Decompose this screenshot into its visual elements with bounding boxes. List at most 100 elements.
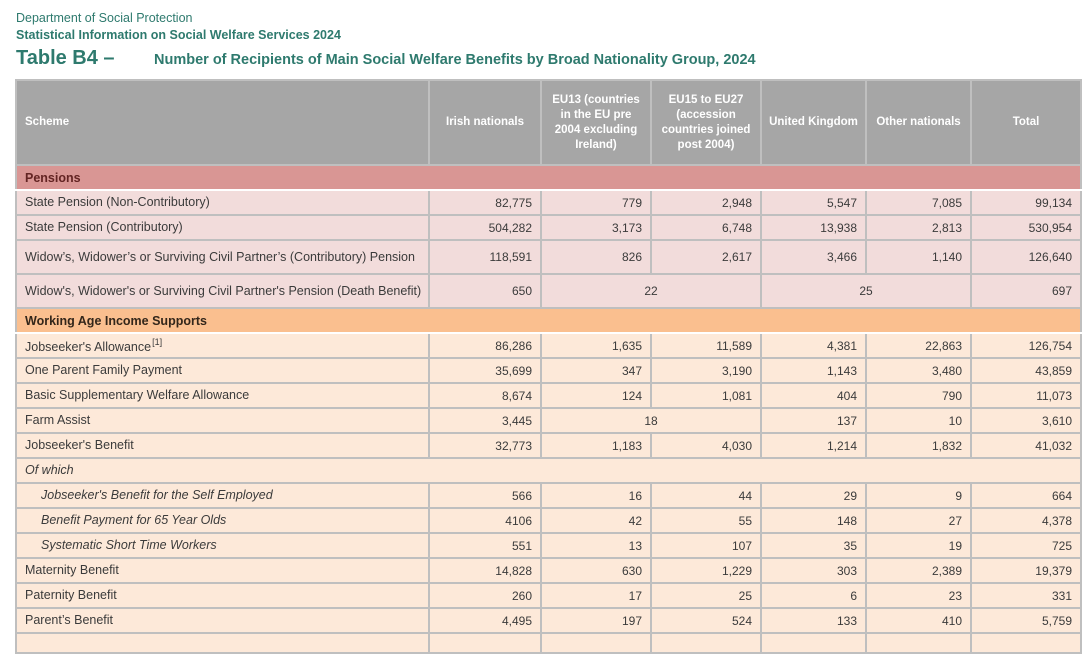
value-cell: 10 xyxy=(865,407,972,435)
value-cell: 126,640 xyxy=(970,239,1082,275)
value-cell: 664 xyxy=(970,482,1082,510)
scheme-cell: Maternity Benefit xyxy=(15,557,430,585)
value-cell: 650 xyxy=(428,273,542,309)
benefits-table: Scheme Irish nationals EU13 (countries i… xyxy=(15,79,1082,654)
table-row: Jobseeker's Benefit 32,773 1,183 4,030 1… xyxy=(15,432,1082,460)
column-header-scheme: Scheme xyxy=(15,79,430,166)
value-cell: 133 xyxy=(760,607,867,635)
value-cell: 137 xyxy=(760,407,867,435)
merged-value-cell: 18 xyxy=(540,407,762,435)
value-cell: 8,674 xyxy=(428,382,542,410)
column-header-total: Total xyxy=(970,79,1082,166)
table-row: Basic Supplementary Welfare Allowance 8,… xyxy=(15,382,1082,410)
value-cell: 3,445 xyxy=(428,407,542,435)
value-cell: 11,589 xyxy=(650,331,762,360)
value-cell: 17 xyxy=(540,582,652,610)
value-cell: 410 xyxy=(865,607,972,635)
scheme-cell: Systematic Short Time Workers xyxy=(15,532,430,560)
table-row: Benefit Payment for 65 Year Olds 4106 42… xyxy=(15,507,1082,535)
value-cell: 4,378 xyxy=(970,507,1082,535)
value-cell: 14,828 xyxy=(428,557,542,585)
value-cell: 630 xyxy=(540,557,652,585)
value-cell: 347 xyxy=(540,357,652,385)
scheme-cell: Jobseeker's Benefit xyxy=(15,432,430,460)
column-header-other-nationals: Other nationals xyxy=(865,79,972,166)
value-cell: 86,286 xyxy=(428,331,542,360)
value-cell: 16 xyxy=(540,482,652,510)
value-cell: 32,773 xyxy=(428,432,542,460)
section-row-pensions: Pensions xyxy=(15,164,1082,191)
table-row: Parent’s Benefit 4,495 197 524 133 410 5… xyxy=(15,607,1082,635)
value-cell xyxy=(650,632,762,654)
value-cell: 11,073 xyxy=(970,382,1082,410)
scheme-cell: State Pension (Contributory) xyxy=(15,214,430,241)
value-cell: 1,832 xyxy=(865,432,972,460)
value-cell: 524 xyxy=(650,607,762,635)
value-cell: 2,617 xyxy=(650,239,762,275)
value-cell: 99,134 xyxy=(970,189,1082,216)
value-cell: 6,748 xyxy=(650,214,762,241)
value-cell: 3,173 xyxy=(540,214,652,241)
value-cell: 43,859 xyxy=(970,357,1082,385)
table-row: Maternity Benefit 14,828 630 1,229 303 2… xyxy=(15,557,1082,585)
value-cell xyxy=(428,632,542,654)
value-cell: 504,282 xyxy=(428,214,542,241)
value-cell: 148 xyxy=(760,507,867,535)
value-cell: 3,610 xyxy=(970,407,1082,435)
value-cell: 530,954 xyxy=(970,214,1082,241)
scheme-cell: Farm Assist xyxy=(15,407,430,435)
value-cell: 107 xyxy=(650,532,762,560)
table-number-label: Table B4 – xyxy=(16,47,115,69)
value-cell: 4,495 xyxy=(428,607,542,635)
scheme-cell: Widow’s, Widower’s or Surviving Civil Pa… xyxy=(15,239,430,275)
value-cell: 3,190 xyxy=(650,357,762,385)
column-header-irish-nationals: Irish nationals xyxy=(428,79,542,166)
value-cell: 1,081 xyxy=(650,382,762,410)
value-cell: 2,813 xyxy=(865,214,972,241)
value-cell xyxy=(865,632,972,654)
value-cell: 44 xyxy=(650,482,762,510)
table-row: Widow’s, Widower’s or Surviving Civil Pa… xyxy=(15,239,1082,275)
value-cell: 25 xyxy=(650,582,762,610)
value-cell: 27 xyxy=(865,507,972,535)
value-cell: 826 xyxy=(540,239,652,275)
value-cell xyxy=(970,632,1082,654)
clipped-next-row xyxy=(15,632,1082,654)
scheme-cell: State Pension (Non-Contributory) xyxy=(15,189,430,216)
value-cell: 697 xyxy=(970,273,1082,309)
value-cell: 126,754 xyxy=(970,331,1082,360)
value-cell: 42 xyxy=(540,507,652,535)
value-cell: 303 xyxy=(760,557,867,585)
header-row: Scheme Irish nationals EU13 (countries i… xyxy=(15,79,1082,166)
of-which-label: Of which xyxy=(15,457,1082,485)
table-row: Farm Assist 3,445 18 137 10 3,610 xyxy=(15,407,1082,435)
table-row: One Parent Family Payment 35,699 347 3,1… xyxy=(15,357,1082,385)
value-cell: 118,591 xyxy=(428,239,542,275)
value-cell: 790 xyxy=(865,382,972,410)
value-cell: 35 xyxy=(760,532,867,560)
value-cell: 2,948 xyxy=(650,189,762,216)
value-cell: 551 xyxy=(428,532,542,560)
value-cell: 260 xyxy=(428,582,542,610)
table-row: Jobseeker's Allowance[1] 86,286 1,635 11… xyxy=(15,331,1082,360)
footnote-marker: [1] xyxy=(152,337,163,347)
value-cell: 19,379 xyxy=(970,557,1082,585)
value-cell: 29 xyxy=(760,482,867,510)
scheme-cell: Basic Supplementary Welfare Allowance xyxy=(15,382,430,410)
table-row: Jobseeker's Benefit for the Self Employe… xyxy=(15,482,1082,510)
scheme-cell: Jobseeker's Benefit for the Self Employe… xyxy=(15,482,430,510)
section-label: Working Age Income Supports xyxy=(15,307,1082,334)
table-title-line: Table B4 – Number of Recipients of Main S… xyxy=(16,47,1084,70)
value-cell: 4106 xyxy=(428,507,542,535)
value-cell: 2,389 xyxy=(865,557,972,585)
section-row-working-age: Working Age Income Supports xyxy=(15,307,1082,334)
value-cell xyxy=(540,632,652,654)
value-cell: 331 xyxy=(970,582,1082,610)
scheme-cell: One Parent Family Payment xyxy=(15,357,430,385)
table-row: Systematic Short Time Workers 551 13 107… xyxy=(15,532,1082,560)
table-row: State Pension (Non-Contributory) 82,775 … xyxy=(15,189,1082,216)
value-cell: 19 xyxy=(865,532,972,560)
value-cell xyxy=(760,632,867,654)
scheme-label: Jobseeker's Allowance xyxy=(25,340,152,355)
